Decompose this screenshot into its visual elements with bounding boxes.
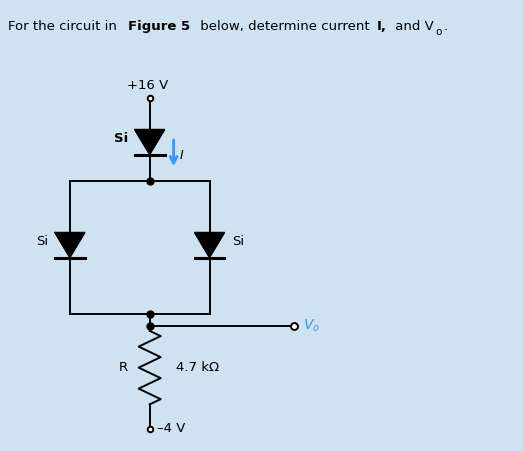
- Polygon shape: [55, 233, 85, 258]
- Polygon shape: [195, 233, 224, 258]
- Text: –4 V: –4 V: [157, 423, 186, 435]
- Text: .: .: [444, 20, 448, 33]
- Text: R: R: [119, 361, 128, 374]
- Text: 4.7 kΩ: 4.7 kΩ: [176, 361, 219, 374]
- Text: Si: Si: [36, 235, 49, 248]
- Text: $\mathit{V_o}$: $\mathit{V_o}$: [303, 318, 320, 334]
- Text: below, determine current: below, determine current: [196, 20, 374, 33]
- Text: Figure 5: Figure 5: [128, 20, 190, 33]
- Text: +16 V: +16 V: [127, 79, 168, 92]
- Text: Si: Si: [232, 235, 245, 248]
- Text: I: I: [180, 149, 184, 162]
- Text: I,: I,: [377, 20, 386, 33]
- Text: and V: and V: [391, 20, 434, 33]
- Text: For the circuit in: For the circuit in: [8, 20, 121, 33]
- Text: o: o: [435, 27, 441, 37]
- Polygon shape: [135, 129, 165, 155]
- Text: Si: Si: [113, 132, 128, 145]
